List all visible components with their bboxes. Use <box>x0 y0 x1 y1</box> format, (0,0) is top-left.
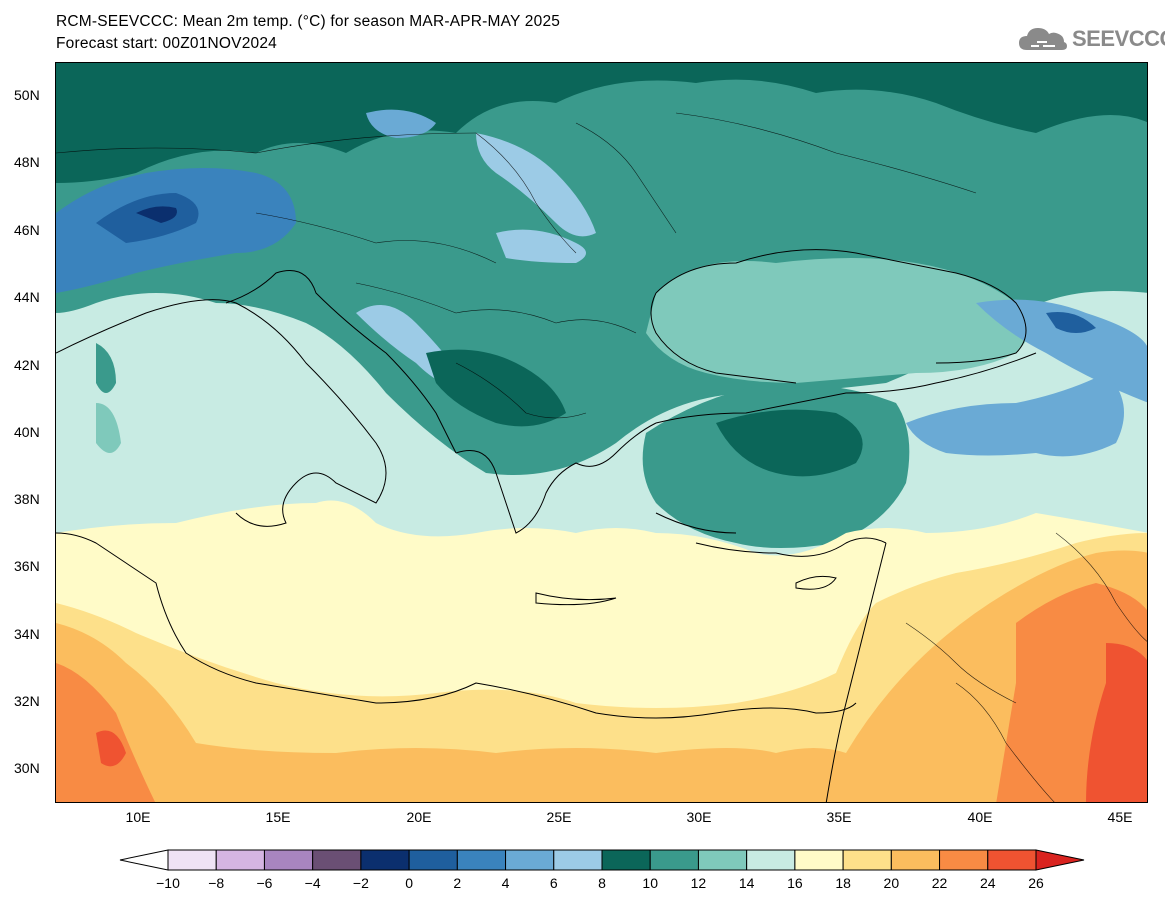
colorbar-label: −8 <box>208 875 225 891</box>
colorbar-swatch <box>939 849 989 871</box>
logo-text: SEEVCCC <box>1072 26 1165 51</box>
colorbar-swatch <box>215 849 265 871</box>
colorbar-swatch <box>697 849 748 871</box>
colorbar-swatch <box>842 849 892 871</box>
colorbar-label: 16 <box>787 875 803 891</box>
colorbar-label: 26 <box>1028 875 1044 891</box>
colorbar-label: 12 <box>690 875 707 891</box>
colorbar-swatch <box>649 849 699 871</box>
lon-label-25e: 25E <box>546 809 572 825</box>
colorbar-swatch <box>794 849 844 871</box>
colorbar-label: 20 <box>883 875 900 891</box>
lon-label-20e: 20E <box>406 809 432 825</box>
colorbar-swatch <box>890 849 941 871</box>
colorbar-label: 22 <box>931 875 948 891</box>
colorbar-over-triangle <box>1035 849 1085 871</box>
colorbar-label: 18 <box>835 875 851 891</box>
lat-label-50n: 50N <box>14 87 40 103</box>
country-borders <box>56 112 1147 802</box>
lon-label-45e: 45E <box>1107 809 1133 825</box>
colorbar-under-triangle <box>119 849 169 871</box>
lat-label-34n: 34N <box>14 626 40 642</box>
lon-label-15e: 15E <box>265 809 291 825</box>
colorbar-label: 4 <box>501 875 510 891</box>
lat-label-32n: 32N <box>14 693 40 709</box>
lat-label-42n: 42N <box>14 357 40 373</box>
colorbar-swatch <box>167 849 217 871</box>
coastlines <box>56 249 1037 802</box>
colorbar-swatch <box>601 849 651 871</box>
colorbar-swatch <box>987 849 1037 871</box>
colorbar-swatch <box>408 849 458 871</box>
colorbar-swatch <box>553 849 603 871</box>
lat-label-48n: 48N <box>14 154 40 170</box>
colorbar-label: 10 <box>642 875 658 891</box>
colorbar-label: 2 <box>453 875 462 891</box>
colorbar-label: −2 <box>352 875 369 891</box>
colorbar-swatch <box>312 849 362 871</box>
lon-label-40e: 40E <box>967 809 993 825</box>
colorbar-swatch <box>746 849 796 871</box>
colorbar-swatch <box>360 849 410 871</box>
lat-label-46n: 46N <box>14 222 40 238</box>
colorbar-label: −10 <box>156 875 180 891</box>
lat-label-44n: 44N <box>14 289 40 305</box>
colorbar-label: 8 <box>598 875 606 891</box>
lon-label-35e: 35E <box>826 809 852 825</box>
colorbar-label: 6 <box>549 875 558 891</box>
map-title: RCM-SEEVCCC: Mean 2m temp. (°C) for seas… <box>56 13 561 30</box>
lat-label-38n: 38N <box>14 491 40 507</box>
colorbar-swatch <box>456 849 507 871</box>
temperature-map <box>55 62 1148 803</box>
colorbar-swatch <box>505 849 555 871</box>
colorbar-label: 24 <box>979 875 996 891</box>
temperature-field <box>56 63 1147 802</box>
colorbar-label: 14 <box>738 875 755 891</box>
colorbar-label: −6 <box>256 875 273 891</box>
seevccc-logo: SEEVCCC <box>1017 22 1165 56</box>
lon-label-30e: 30E <box>686 809 712 825</box>
colorbar-swatch <box>263 849 314 871</box>
lon-label-10e: 10E <box>125 809 151 825</box>
colorbar-label: −4 <box>304 875 321 891</box>
cloud-logo-icon <box>1019 28 1067 50</box>
lat-label-36n: 36N <box>14 558 40 574</box>
forecast-start-subtitle: Forecast start: 00Z01NOV2024 <box>56 35 277 52</box>
lat-label-30n: 30N <box>14 760 40 776</box>
colorbar-label: 0 <box>405 875 413 891</box>
lat-label-40n: 40N <box>14 424 40 440</box>
